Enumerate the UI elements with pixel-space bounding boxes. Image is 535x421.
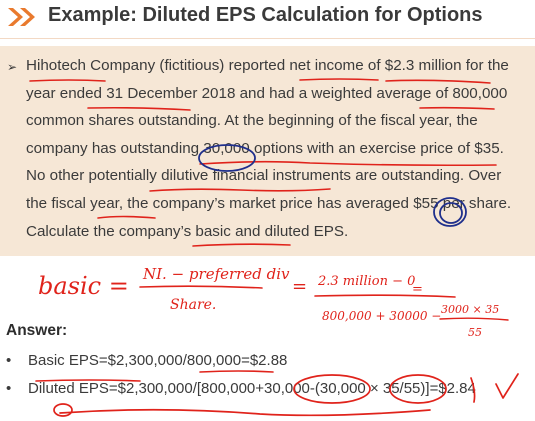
slide-title: Example: Diluted EPS Calculation for Opt…	[48, 4, 483, 26]
svg-text:=: =	[292, 276, 307, 297]
slide-header: Example: Diluted EPS Calculation for Opt…	[0, 0, 535, 36]
problem-box: ➢ Hihotech Company (fictitious) reported…	[0, 46, 535, 256]
problem-line: common shares outstanding. At the beginn…	[26, 112, 478, 130]
handwritten-calc-top: 2.3 million − 0	[317, 274, 415, 289]
header-divider	[0, 38, 535, 39]
problem-text: Hihotech Company (fictitious) reported n…	[26, 52, 531, 245]
handwritten-denominator: Share.	[170, 297, 216, 313]
handwritten-basic: basic =	[38, 272, 129, 300]
answer-text: Diluted EPS=$2,300,000/[800,000+30,000-(…	[28, 380, 476, 397]
arrow-bullet-icon: ➢	[7, 60, 18, 74]
handwritten-numerator: NI. − preferred div	[142, 265, 290, 283]
bullet-icon: •	[6, 380, 12, 397]
answer-label: Answer:	[6, 322, 68, 339]
answer-basic-eps: • Basic EPS=$2,300,000/800,000=$2.88	[6, 352, 287, 369]
problem-line: No other potentially dilutive financial …	[26, 167, 502, 185]
handwritten-fraction-bottom: 55	[468, 326, 482, 339]
handwritten-calc-bottom: 800,000 + 30000 −	[322, 309, 441, 323]
bullet-icon: •	[6, 352, 12, 369]
double-chevron-icon	[8, 8, 35, 26]
answer-diluted-eps: • Diluted EPS=$2,300,000/[800,000+30,000-…	[6, 380, 476, 397]
handwritten-formula: basic = NI. − preferred div Share. = 2.3…	[38, 265, 509, 339]
problem-line: year ended 31 December 2018 and had a we…	[26, 84, 508, 102]
problem-line: Calculate the company’s basic and dilute…	[26, 222, 349, 240]
answer-text: Basic EPS=$2,300,000/800,000=$2.88	[28, 352, 288, 369]
handwritten-fraction-top: 3000 × 35	[441, 303, 499, 316]
problem-line: company has outstanding 30,000 options w…	[26, 139, 504, 157]
problem-line: Hihotech Company (fictitious) reported n…	[26, 57, 509, 74]
svg-text:=: =	[412, 282, 423, 297]
problem-line: the fiscal year, the company’s market pr…	[26, 194, 512, 212]
